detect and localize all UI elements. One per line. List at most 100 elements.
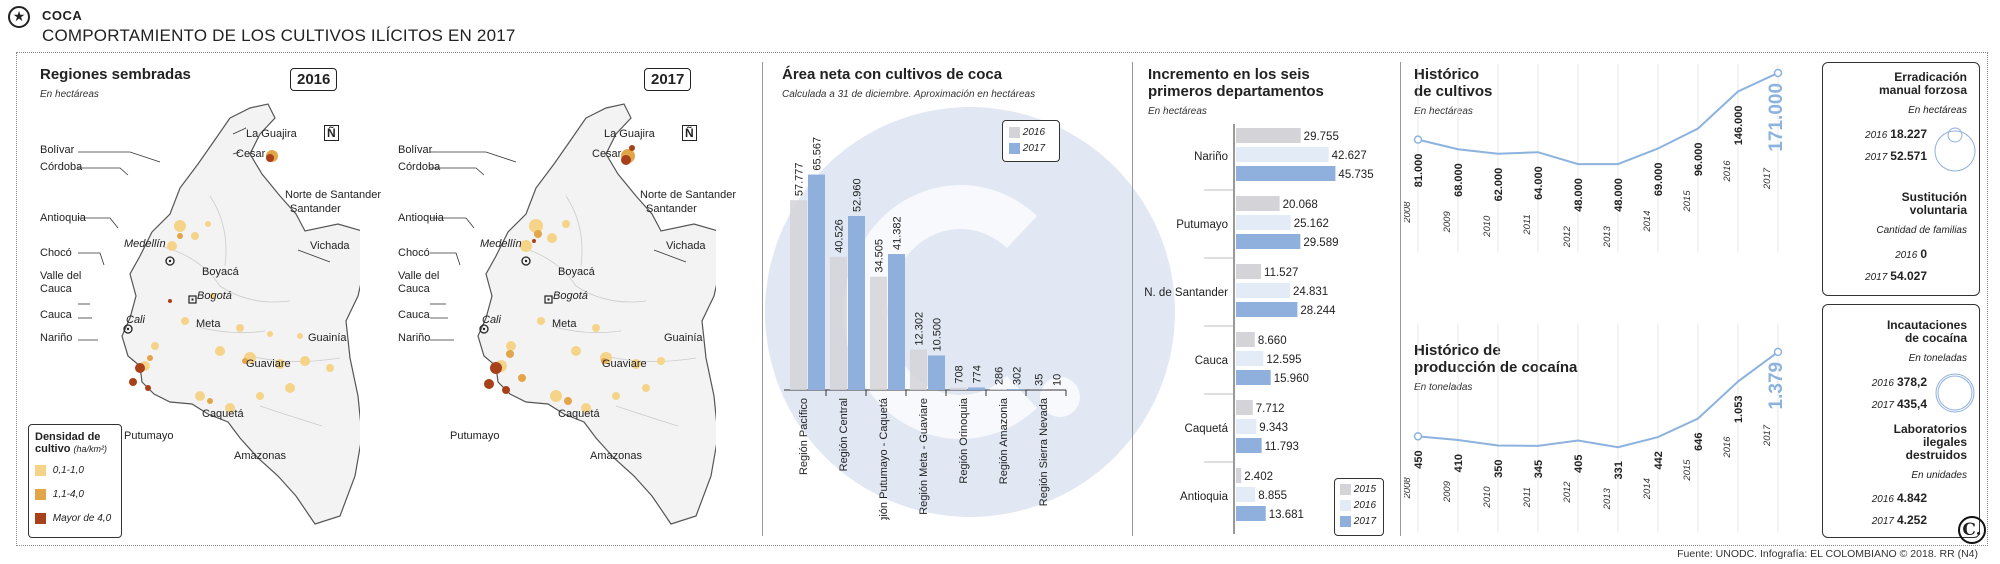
map17-vichada: Vichada [666, 240, 706, 252]
map16-guainia: Guainía [308, 332, 347, 344]
sustitucion-year-2016: 2016 [1895, 250, 1918, 261]
incautaciones-block: Incautaciones de cocaína En toneladas [1823, 319, 1967, 365]
area-label-2016-1: 40.526 [834, 219, 846, 253]
incautaciones-year-2017: 2017 [1871, 400, 1894, 411]
laboratorios-row-2017: 2017 4.252 [1863, 513, 1927, 527]
hist-cultivos-subtitle: En hectáreas [1414, 106, 1473, 117]
inc-category-0: Nariño [1194, 151, 1228, 163]
area-bar-2016-2 [870, 276, 887, 390]
map-2017 [477, 103, 716, 525]
map16-vichada: Vichada [310, 240, 350, 252]
inc-bar-2016-5 [1236, 487, 1256, 502]
area-bar-2016-0 [790, 200, 807, 390]
hist-cultivos-year-8: 2016 [1722, 160, 1733, 183]
inc-bar-2017-1 [1236, 234, 1301, 249]
hist-cultivos-value-7: 96.000 [1693, 143, 1705, 177]
hist-cultivos-value-0: 81.000 [1413, 154, 1425, 188]
erradicacion-year-2016: 2016 [1865, 130, 1888, 141]
map16-caqueta: Caquetá [202, 408, 244, 420]
inc-category-3: Cauca [1195, 355, 1229, 367]
area-category-0: Región Pacífico [798, 398, 810, 475]
area-subtitle: Calculada a 31 de diciembre. Aproximació… [782, 89, 1036, 100]
area-label-2016-5: 286 [994, 367, 1006, 385]
hist-cocaina-value-9: 1.379 [1766, 362, 1787, 410]
laboratorios-value-2017: 4.252 [1896, 513, 1927, 527]
hist-cocaina-value-7: 646 [1693, 433, 1705, 451]
inc-bar-2016-4 [1236, 419, 1257, 434]
density-legend-title-1: Densidad de [35, 431, 101, 443]
map17-valle-2: Cauca [398, 283, 430, 295]
increment-subtitle: En hectáreas [1148, 106, 1207, 117]
map17-cali: Cali [482, 314, 501, 326]
inc-bar-2017-2 [1236, 302, 1298, 317]
map17-cesar: Cesar [592, 148, 622, 160]
hist-cultivos-point-9 [1773, 68, 1783, 78]
hist-cultivos-value-3: 64.000 [1533, 166, 1545, 200]
area-bar-2017-2 [888, 254, 905, 390]
inc-bar-2015-4 [1236, 400, 1253, 415]
area-category-6: Región Sierra Nevada [1038, 397, 1050, 506]
map16-amazonas: Amazonas [234, 450, 286, 462]
area-category-1: Región Central [838, 398, 850, 471]
area-title: Área neta con cultivos de coca [782, 66, 1003, 83]
area-category-2: Región Putumayo - Caquetá [878, 397, 890, 520]
hist-cultivos-year-5: 2013 [1602, 225, 1613, 248]
map16-norte-santander: Norte de Santander [285, 189, 382, 201]
map17-narino: Nariño [398, 332, 431, 344]
incautaciones-year-2016: 2016 [1871, 378, 1894, 389]
map16-bogota: Bogotá [197, 290, 232, 302]
legend-swatch-mid [35, 489, 46, 500]
laboratorios-year-2017: 2017 [1871, 516, 1894, 527]
inc-label-2017-2: 28.244 [1300, 305, 1336, 317]
map16-boyaca: Boyacá [202, 266, 239, 278]
inc-label-2017-3: 15.960 [1274, 373, 1309, 385]
map16-narino: Nariño [40, 332, 73, 344]
legend-label-low: 0,1-1,0 [52, 465, 84, 477]
hist-cocaina-value-8: 1.053 [1733, 396, 1745, 424]
inc-bar-2015-1 [1236, 196, 1280, 211]
inc-legend-swatch-2017 [1340, 516, 1351, 527]
maps-title: Regiones sembradas [40, 66, 191, 83]
incautaciones-value-2016: 378,2 [1896, 375, 1927, 389]
inc-label-2016-4: 9.343 [1259, 422, 1288, 434]
area-legend-label-2016: 2016 [1022, 127, 1046, 139]
map16-guajira: La Guajira [246, 128, 297, 140]
map16-cesar: Cesar [236, 148, 266, 160]
map17-north-icon: Ñ [682, 125, 697, 141]
separator-2 [1132, 62, 1133, 536]
map16-antioquia: Antioquia [40, 212, 86, 224]
hist-cocaina-value-6: 442 [1653, 451, 1665, 469]
map16-meta: Meta [196, 318, 221, 330]
laboratorios-title-2: ilegales [1922, 435, 1967, 449]
area-bar-2016-5 [990, 389, 1007, 390]
map16-bolivar: Bolívar [40, 144, 75, 156]
erradicacion-year-2017: 2017 [1865, 152, 1888, 163]
area-category-4: Región Orinoquia [958, 397, 970, 483]
hist-cultivos-title-1: Histórico [1414, 66, 1480, 83]
hist-cocaina-year-5: 2013 [1602, 487, 1613, 510]
inc-bar-2017-4 [1236, 438, 1262, 453]
density-legend-unit: (ha/km²) [73, 444, 108, 454]
map17-norte-santander: Norte de Santander [640, 189, 737, 201]
separator-3 [1400, 62, 1401, 536]
map17-bogota: Bogotá [553, 290, 588, 302]
sustitucion-row-2017: 2017 54.027 [1863, 269, 1927, 283]
map17-caqueta: Caquetá [558, 408, 600, 420]
hist-cocaina-point-0 [1413, 432, 1423, 441]
inc-legend-label-2016: 2016 [1353, 500, 1377, 512]
area-legend-label-2017: 2017 [1022, 143, 1046, 155]
inc-label-2017-4: 11.793 [1265, 441, 1299, 453]
laboratorios-value-2016: 4.842 [1896, 491, 1927, 505]
laboratorios-unit: En unidades [1911, 470, 1967, 481]
hist-cocaina-value-3: 345 [1533, 460, 1545, 478]
kicker: COCA [42, 8, 83, 23]
area-category-5: Región Amazonia [998, 397, 1010, 484]
hist-cocaina-value-5: 331 [1613, 461, 1625, 479]
sustitucion-row-2016: 2016 0 [1863, 247, 1927, 261]
map17-putumayo: Putumayo [450, 430, 500, 442]
area-label-2017-5: 302 [1012, 367, 1024, 385]
map16-cordoba: Córdoba [40, 161, 83, 173]
area-bar-2016-4 [950, 387, 967, 390]
inc-label-2016-5: 8.855 [1258, 490, 1287, 502]
inc-label-2017-0: 45.735 [1338, 169, 1373, 181]
